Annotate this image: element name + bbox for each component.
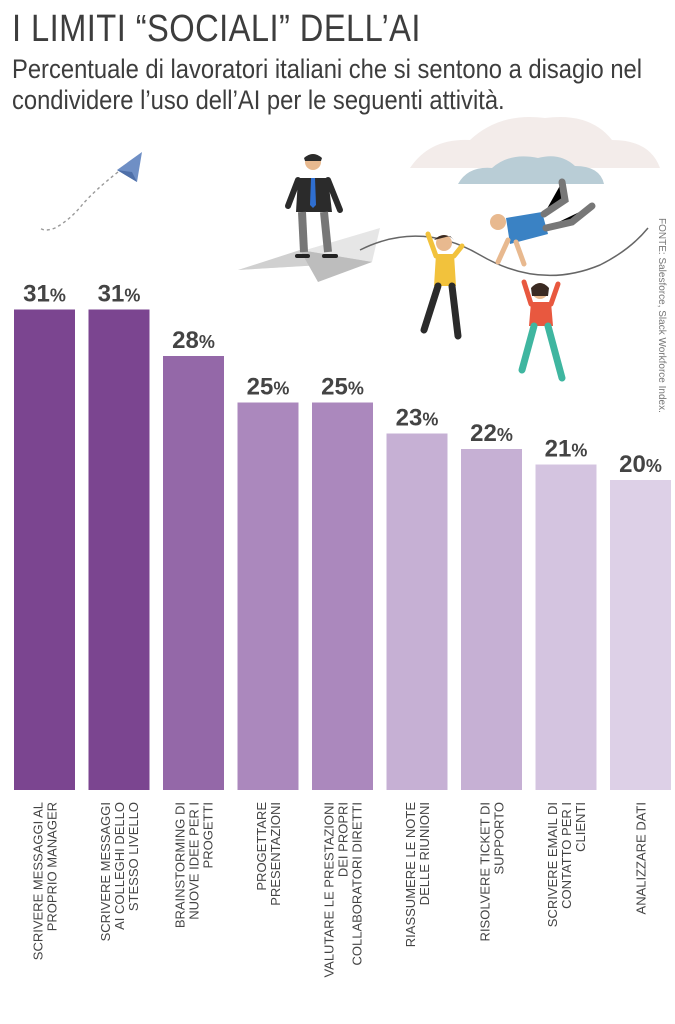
bar-7 (461, 449, 522, 790)
category-label: PROGETTARE PRESENTAZIONI (254, 802, 283, 906)
bar-value-label: 25% (247, 374, 290, 401)
bar-value-label: 21% (545, 436, 588, 463)
paper-plane-icon (39, 152, 142, 231)
decorative-illustration (39, 116, 660, 382)
bar-value-label: 28% (172, 327, 215, 354)
category-label-line: SCRIVERE EMAIL DI (545, 802, 560, 927)
category-label-line: NUOVE IDEE PER I (187, 802, 202, 920)
category-label: SCRIVERE MESSAGGI AL PROPRIO MANAGER (31, 802, 60, 960)
bar-6 (386, 433, 448, 790)
category-label-line: SUPPORTO (492, 802, 507, 874)
bar-1 (14, 309, 75, 790)
category-label-line: DEI PROPRI (336, 802, 351, 877)
category-label-line: CONTATTO PER I (559, 802, 574, 909)
bar-9 (610, 480, 671, 790)
woman-red-figure (518, 279, 566, 382)
category-label-line: COLLABORATORI DIRETTI (350, 802, 365, 966)
category-label-line: RISOLVERE TICKET DI (478, 802, 493, 941)
chart-subtitle: Percentuale di lavoratori italiani che s… (12, 54, 643, 115)
bar-value-label: 22% (470, 420, 513, 447)
woman-yellow-figure (420, 231, 465, 340)
category-label-line: RIASSUMERE LE NOTE (403, 802, 418, 948)
category-label-line: SCRIVERE MESSAGGI (98, 802, 113, 941)
category-label: RISOLVERE TICKET DI SUPPORTO (478, 802, 507, 941)
category-label: SCRIVERE EMAIL DI CONTATTO PER I CLIENTI (545, 802, 588, 927)
category-label: SCRIVERE MESSAGGI AI COLLEGHI DELLO STESSO… (98, 802, 141, 941)
category-label-line: ANALIZZARE DATI (634, 802, 649, 914)
category-label-line: PROGETTI (201, 802, 216, 868)
category-label-line: PROGETTARE (254, 802, 269, 891)
bar-8 (535, 464, 597, 790)
category-label-line: STESSO LIVELLO (126, 802, 141, 911)
category-label: ANALIZZARE DATI (634, 802, 649, 914)
bar-value-label: 23% (396, 405, 439, 432)
category-label: RIASSUMERE LE NOTE DELLE RIUNIONI (403, 802, 432, 948)
category-label: BRAINSTORMING DI NUOVE IDEE PER I PROGETTI (173, 802, 216, 928)
category-label: VALUTARE LE PRESTAZIONI DEI PROPRI COLLABO… (322, 802, 365, 978)
bar-value-label: 20% (619, 451, 662, 478)
man-blue-figure (490, 178, 596, 267)
category-label-line: CLIENTI (573, 802, 588, 852)
bar-value-label: 31% (98, 281, 141, 308)
bar-3 (163, 356, 224, 790)
category-label-line: SCRIVERE MESSAGGI AL (31, 802, 46, 960)
chart-title: I LIMITI “SOCIALI” DELL’AI (12, 8, 421, 50)
cloud-icon (410, 116, 660, 184)
category-label-line: AI COLLEGHI DELLO (112, 802, 127, 930)
bar-4 (237, 402, 299, 790)
category-label-line: VALUTARE LE PRESTAZIONI (322, 802, 337, 978)
category-label-line: BRAINSTORMING DI (173, 802, 188, 928)
category-label-line: DELLE RIUNIONI (417, 802, 432, 905)
bar-value-label: 31% (23, 281, 66, 308)
bar-value-label: 25% (321, 374, 364, 401)
bar-2 (88, 309, 150, 790)
large-paper-plane-icon (238, 228, 380, 282)
rope-line (359, 227, 649, 277)
bar-5 (312, 402, 373, 790)
category-label-line: PROPRIO MANAGER (45, 802, 60, 931)
category-label-line: PRESENTAZIONI (268, 802, 283, 906)
bars-layer: 31% SCRIVERE MESSAGGI AL PROPRIO MANAGER 31… (14, 281, 671, 978)
businessman-figure (285, 154, 343, 258)
